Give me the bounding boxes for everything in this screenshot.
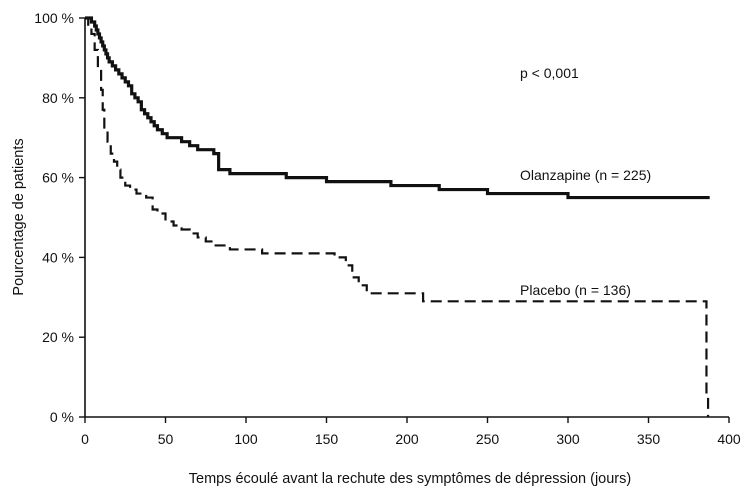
x-tick-label: 150 <box>315 431 339 447</box>
labels-layer: p < 0,001 Olanzapine (n = 225) Placebo (… <box>11 65 651 487</box>
x-tick-label: 50 <box>158 431 174 447</box>
y-axis-title: Pourcentage de patients <box>11 138 27 295</box>
p-value-annotation: p < 0,001 <box>520 65 579 81</box>
legend-label-olanzapine: Olanzapine (n = 225) <box>520 167 651 183</box>
y-tick-label: 80 % <box>42 90 74 106</box>
series-layer <box>85 16 710 417</box>
x-tick-label: 300 <box>556 431 580 447</box>
y-tick-label: 0 % <box>50 409 74 425</box>
x-tick-label: 100 <box>234 431 258 447</box>
x-tick-label: 400 <box>717 431 741 447</box>
series-line-placebo <box>85 16 710 417</box>
legend-label-placebo: Placebo (n = 136) <box>520 282 631 298</box>
series-line-olanzapine <box>85 16 710 200</box>
y-tick-label: 20 % <box>42 329 74 345</box>
x-axis-title: Temps écoulé avant la rechute des symptô… <box>189 471 631 487</box>
x-tick-label: 0 <box>81 431 89 447</box>
axes-layer: 0 50 100 150 200 250 300 350 400 0 % 20 % 40 % 60 % 8… <box>34 10 741 447</box>
x-tick-label: 250 <box>476 431 500 447</box>
y-tick-label: 60 % <box>42 170 74 186</box>
x-tick-label: 350 <box>637 431 661 447</box>
x-tick-label: 200 <box>395 431 419 447</box>
y-tick-label: 40 % <box>42 249 74 265</box>
y-tick-label: 100 % <box>34 10 74 26</box>
